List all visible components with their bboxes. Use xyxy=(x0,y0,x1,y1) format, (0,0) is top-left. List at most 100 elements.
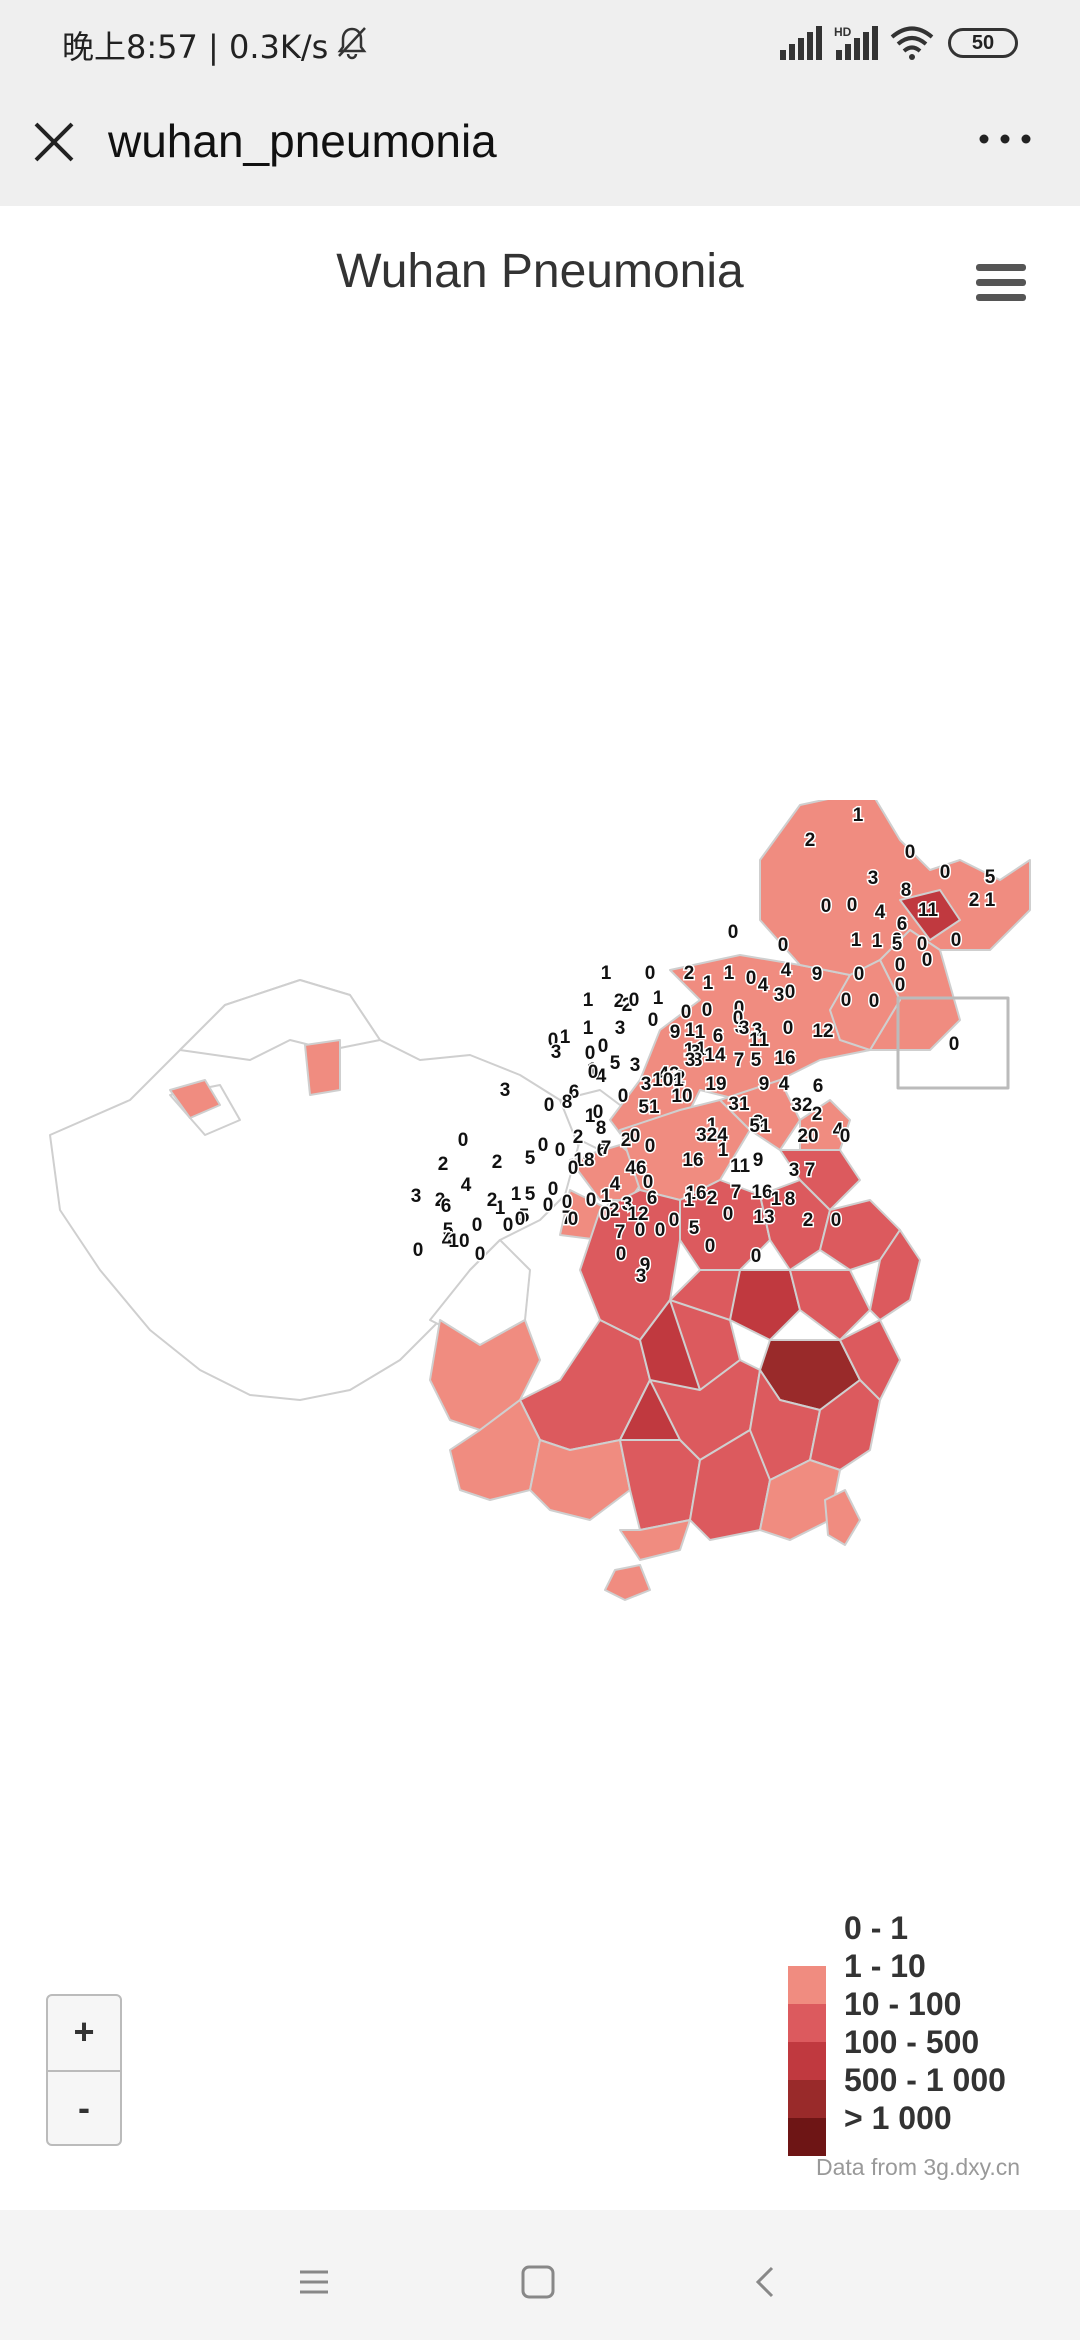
region-case-label: 3 xyxy=(753,1112,764,1133)
region-case-label: 2 xyxy=(573,1127,584,1148)
region-case-label: 1 xyxy=(853,805,864,826)
map-region[interactable] xyxy=(869,1229,921,1321)
home-icon[interactable] xyxy=(518,2262,558,2302)
south-sea-inset xyxy=(896,996,1010,1090)
region-case-label: 0 xyxy=(555,1140,566,1161)
region-case-label: 12 xyxy=(627,1204,648,1225)
map-region[interactable] xyxy=(604,1564,651,1601)
region-case-label: 5 xyxy=(525,1148,536,1169)
map-region[interactable] xyxy=(529,1439,631,1521)
region-case-label: 13 xyxy=(753,1207,774,1228)
region-case-label: 0 xyxy=(841,990,852,1011)
legend-swatch xyxy=(788,2004,826,2042)
region-case-label: 16 xyxy=(751,1182,772,1203)
region-case-label: 2 xyxy=(487,1190,498,1211)
region-case-label: 0 xyxy=(895,975,906,996)
legend-label: > 1 000 xyxy=(844,2100,952,2136)
status-bar: 晚上8:57 | 0.3K/s HD 50 xyxy=(0,0,1080,88)
region-case-label: 1 xyxy=(695,1022,706,1043)
region-case-label: 1 xyxy=(696,1039,707,1060)
region-case-label: 9 xyxy=(753,1150,764,1171)
map-region[interactable] xyxy=(179,979,381,1061)
zoom-out-button[interactable]: - xyxy=(78,2087,90,2128)
region-case-label: 1 xyxy=(583,1018,594,1039)
region-case-label: 0 xyxy=(705,1236,716,1257)
region-case-label: 0 xyxy=(548,1030,559,1051)
map-region[interactable] xyxy=(824,1489,861,1546)
region-case-label: 0 xyxy=(681,1002,692,1023)
region-case-label: 1 xyxy=(587,1060,598,1081)
region-case-label: 5 xyxy=(689,1218,700,1239)
region-case-label: 3 xyxy=(789,1160,800,1181)
region-case-label: 0 xyxy=(892,930,903,951)
map-region[interactable] xyxy=(169,1079,221,1119)
region-case-label: 2 xyxy=(812,1104,823,1125)
close-icon[interactable] xyxy=(28,116,80,168)
region-case-label: 6 xyxy=(597,1140,608,1161)
region-case-label: 1 xyxy=(684,1040,695,1061)
map-region[interactable] xyxy=(829,959,901,1051)
region-case-label: 101 xyxy=(652,1070,684,1091)
region-case-label: 16 xyxy=(682,1150,703,1171)
system-nav-bar xyxy=(0,2210,1080,2340)
region-case-label: 7 xyxy=(615,1222,626,1243)
map-region[interactable] xyxy=(304,1039,341,1096)
region-case-label: 0 xyxy=(734,998,745,1019)
battery-level: 50 xyxy=(971,32,995,54)
region-case-label: 6 xyxy=(897,914,908,935)
region-case-label: 0 xyxy=(616,1244,627,1265)
region-case-label: 2 xyxy=(435,1190,446,1211)
region-case-label: 0 xyxy=(746,968,757,989)
region-case-label: 0 xyxy=(905,842,916,863)
map-region[interactable] xyxy=(799,1099,851,1151)
region-case-label: 12 xyxy=(812,1021,833,1042)
menu-icon[interactable] xyxy=(294,2262,334,2302)
region-case-label: 5 xyxy=(519,1206,530,1227)
region-case-label: 16 xyxy=(685,1183,706,1204)
region-case-label: 5 xyxy=(892,934,903,955)
map-region[interactable] xyxy=(759,800,1031,976)
signal-icon xyxy=(780,26,822,60)
region-case-label: 4 xyxy=(781,960,792,981)
region-case-label: 0 xyxy=(733,1008,744,1029)
region-case-label: 32 xyxy=(791,1095,812,1116)
region-case-label: 1 xyxy=(560,1027,571,1048)
map-region[interactable] xyxy=(619,1519,691,1561)
region-case-label: 3 xyxy=(685,1050,696,1071)
region-case-label: 3 xyxy=(774,985,785,1006)
legend-swatch xyxy=(788,1966,826,2004)
map-region[interactable] xyxy=(779,1149,861,1211)
zoom-in-button[interactable]: + xyxy=(48,1996,120,2072)
map-region[interactable] xyxy=(899,889,961,941)
region-case-label: 10 xyxy=(448,1231,469,1252)
map-region[interactable] xyxy=(619,1439,701,1531)
region-case-label: 1 xyxy=(718,1140,729,1161)
region-case-label: 6 xyxy=(569,1082,580,1103)
status-text: 晚上8:57 | 0.3K/s xyxy=(62,28,329,66)
region-case-label: 2 xyxy=(614,991,625,1012)
hamburger-menu-icon[interactable] xyxy=(976,264,1026,306)
map-region[interactable] xyxy=(839,1319,901,1401)
map-region[interactable] xyxy=(449,1399,541,1501)
map-region[interactable] xyxy=(789,1269,871,1341)
legend-swatch xyxy=(788,2042,826,2080)
back-icon[interactable] xyxy=(746,2262,786,2302)
region-case-label: 0 xyxy=(629,990,640,1011)
region-case-label: 0 xyxy=(503,1215,514,1236)
region-case-label: 0 xyxy=(515,1209,526,1230)
region-case-label: 7 xyxy=(731,1182,742,1203)
region-case-label: 0 xyxy=(951,930,962,951)
region-case-label: 1 xyxy=(583,990,594,1011)
map-region[interactable] xyxy=(679,1179,771,1271)
region-case-label: 6 xyxy=(441,1196,452,1217)
region-case-label: 0 xyxy=(648,1010,659,1031)
map-region[interactable] xyxy=(719,1079,801,1151)
region-case-label: 4 xyxy=(833,1120,844,1141)
legend-label: 0 - 1 xyxy=(844,1910,909,1946)
region-case-label: 6 xyxy=(713,1026,724,1047)
region-case-label: 11 xyxy=(918,900,939,921)
more-horizontal-icon[interactable] xyxy=(970,114,1040,164)
region-case-label: 0 xyxy=(669,1210,680,1231)
data-credit[interactable]: Data from 3g.dxy.cn xyxy=(816,2154,1021,2180)
